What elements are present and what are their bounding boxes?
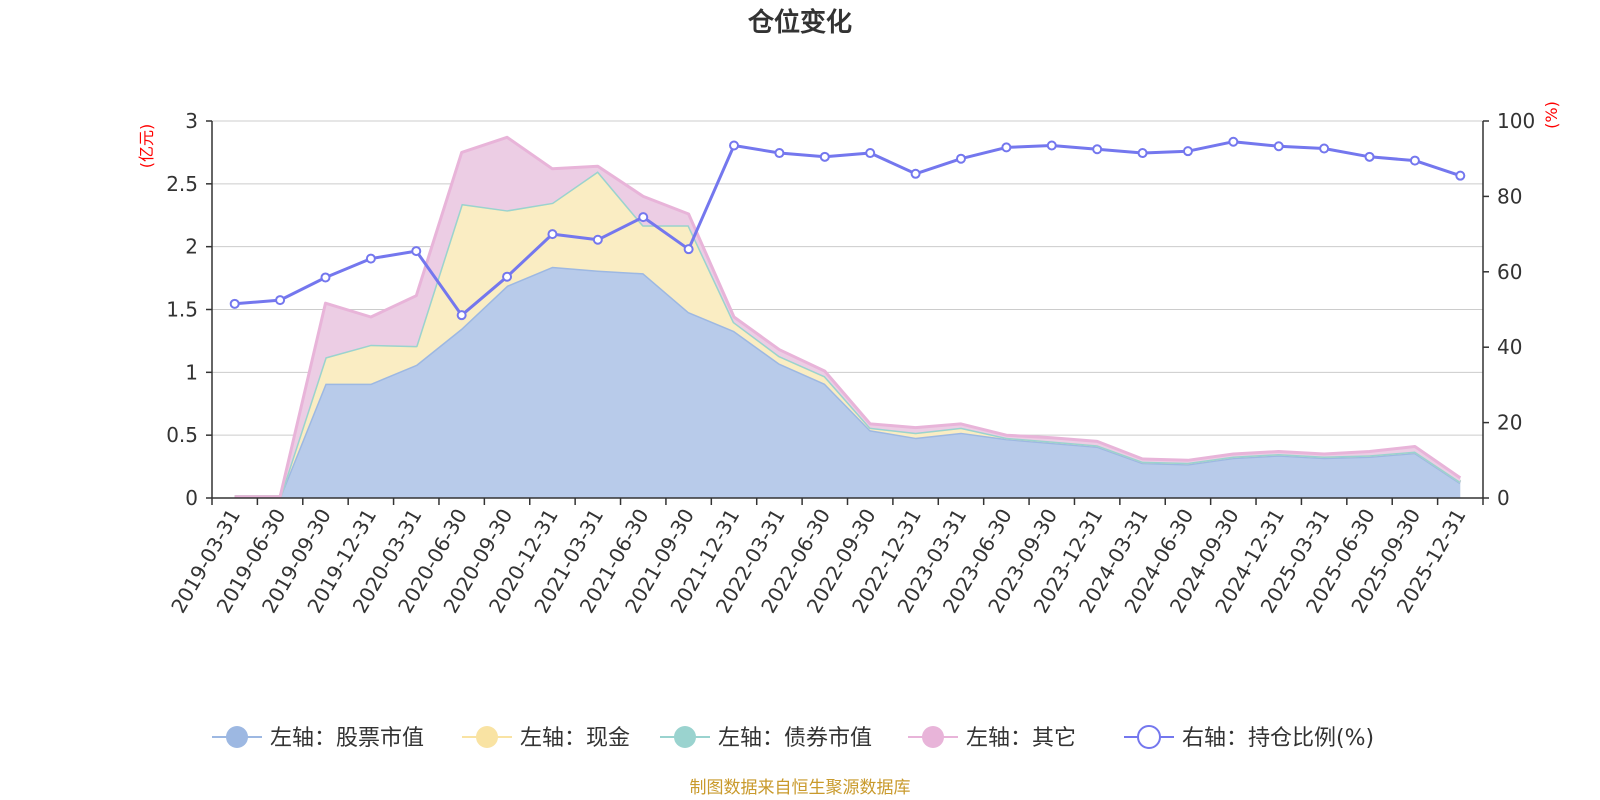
ratio-point [365,253,376,264]
ratio-line-series [229,136,1466,321]
ratio-point [411,246,422,257]
ratio-line [234,140,1461,317]
legend-item[interactable]: 左轴：其它 [908,726,1076,751]
right-tick-label: 40 [1497,335,1522,359]
ratio-point [1182,146,1193,157]
legend-marker [476,726,498,748]
ratio-point [456,310,467,321]
left-tick-label: 2.5 [166,172,198,196]
area-fill [234,171,1461,497]
ratio-point [955,153,966,164]
ratio-point [865,148,876,159]
legend-marker [674,726,696,748]
legend-marker [226,726,248,748]
ratio-point [1228,136,1239,147]
ratio-point [1364,151,1375,162]
ratio-point [1409,155,1420,166]
right-tick-label: 60 [1497,260,1522,284]
left-tick-label: 1.5 [166,298,198,322]
left-tick-label: 3 [185,109,198,133]
right-axis-unit: (%) [1542,101,1561,129]
ratio-point [275,295,286,306]
left-tick-label: 0.5 [166,423,198,447]
ratio-point [502,271,513,282]
ratio-point [547,229,558,240]
legend-label: 左轴：现金 [520,726,630,751]
area-outline [234,135,1462,499]
ratio-point [1455,170,1466,181]
right-tick-label: 20 [1497,411,1522,435]
ratio-point [1273,141,1284,152]
legend-label: 左轴：其它 [966,726,1076,751]
legend-marker [922,726,944,748]
ratio-point [1092,144,1103,155]
ratio-point [683,244,694,255]
legend-label: 左轴：债券市值 [718,726,872,751]
legend-item[interactable]: 左轴：现金 [462,726,630,751]
chart-title: 仓位变化 [747,7,852,38]
area-fill [234,266,1461,498]
right-tick-label: 100 [1497,109,1535,133]
ratio-point [320,272,331,283]
legend[interactable]: 左轴：股票市值 左轴：现金 左轴：债券市值 左轴：其它 右轴：持仓比例(%) [212,725,1374,751]
left-tick-label: 2 [185,235,198,259]
right-tick-label: 80 [1497,184,1522,208]
legend-item[interactable]: 右轴：持仓比例(%) [1124,725,1374,751]
ratio-point [910,168,921,179]
left-tick-label: 0 [185,486,198,510]
area-series [234,135,1462,499]
legend-marker [1137,725,1161,749]
ratio-point [592,234,603,245]
left-tick-label: 1 [185,360,198,384]
legend-item[interactable]: 左轴：债券市值 [660,726,872,751]
ratio-point [729,140,740,151]
ratio-point [1046,140,1057,151]
right-tick-label: 0 [1497,486,1510,510]
ratio-point [638,212,649,223]
ratio-point [1137,148,1148,159]
ratio-point [774,148,785,159]
ratio-point [1001,142,1012,153]
legend-item[interactable]: 左轴：股票市值 [212,726,424,751]
ratio-point [229,298,240,309]
ratio-point [819,151,830,162]
legend-label: 右轴：持仓比例(%) [1182,726,1374,751]
data-source: 制图数据来自恒生聚源数据库 [690,778,911,798]
left-axis-unit: (亿元) [137,124,156,169]
ratio-point [1319,143,1330,154]
legend-label: 左轴：股票市值 [270,726,424,751]
